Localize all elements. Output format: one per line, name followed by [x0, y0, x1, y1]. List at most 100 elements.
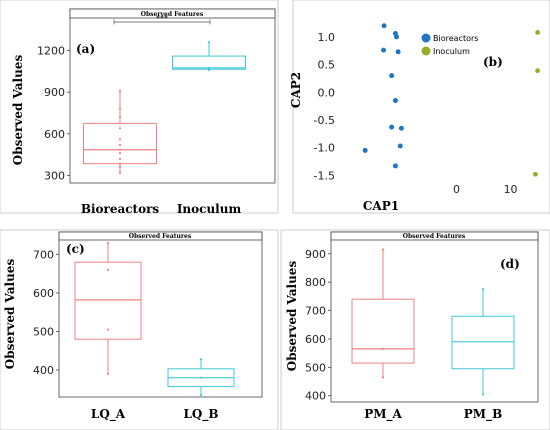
panel-a-1-point-2	[118, 162, 122, 165]
panel-c-label: (c)	[66, 242, 85, 256]
panel-b-ytick-label-0: 1.0	[318, 31, 336, 44]
panel-a-1-point-5	[118, 148, 122, 151]
panel-a-2-point-0	[207, 68, 211, 72]
panel-b-ytick-label-3: -0.5	[314, 114, 335, 127]
panel-c-ytick-label-2: 600	[33, 287, 54, 300]
panel-b-bioreactors-point-11	[392, 163, 398, 169]
panel-d-2-point-1	[481, 288, 485, 291]
panel-b-xtick-label-0: 0	[453, 183, 460, 196]
panel-b-bioreactors-point-6	[392, 98, 398, 104]
panel-b-y-title: CAP2	[289, 72, 303, 108]
panel-d-2-point-0	[481, 393, 485, 396]
panel-c-2-point-2	[199, 358, 203, 361]
panel-b-ytick-label-4: -1.0	[314, 142, 335, 155]
legend-marker-bioreactors	[421, 33, 431, 43]
panel-b-bioreactors-point-7	[389, 124, 395, 130]
panel-a-title: Observed Features	[141, 11, 204, 18]
panel-d-cat-2: PM_B	[464, 407, 502, 422]
panel-c-1-point-2	[106, 268, 110, 271]
legend-marker-inoculum	[421, 46, 431, 56]
panel-d-1-point-0	[381, 376, 385, 379]
panel-b-bioreactors-point-2	[394, 34, 400, 40]
panel-a-1-box	[83, 122, 157, 165]
panel-d-1-point-2	[381, 248, 385, 251]
panel-d-2-box	[451, 315, 515, 370]
panel-a-ytick-label-0: 300	[44, 169, 65, 182]
panel-b-outer-border	[292, 0, 550, 214]
panel-a-cat-2: Inoculum	[177, 202, 242, 216]
panel-b-inoculum-point-1	[535, 68, 540, 74]
panel-c-ytick-label-3: 700	[33, 248, 54, 261]
panel-c-cat-2: LQ_B	[183, 407, 218, 422]
panel-a-1-point-10	[118, 107, 122, 110]
panel-a-marks: 300 600 900 1200	[37, 41, 246, 182]
panel-d-marks: 400 500 600 700 800 900	[305, 248, 515, 403]
panel-d-ytick-label-4: 800	[305, 276, 326, 289]
panel-c-y-title: Observed Values	[3, 259, 17, 370]
panel-b-bioreactors-point-5	[389, 73, 395, 79]
panel-c-cat-1: LQ_A	[91, 407, 126, 422]
panel-c-2-point-1	[199, 376, 203, 379]
panel-c-ytick-label-0: 400	[33, 364, 54, 377]
panel-b-ytick-label-2: 0.0	[318, 86, 336, 99]
panel-d-ytick-label-2: 600	[305, 333, 326, 346]
panel-b-label: (b)	[483, 55, 503, 69]
panel-c: Observed Features (c) Observed Values LQ…	[0, 229, 279, 430]
panel-c-ytick-label-1: 500	[33, 325, 54, 338]
panel-a-1-point-7	[118, 138, 122, 141]
panel-c-1-point-1	[106, 328, 110, 331]
panel-a-1-point-6	[118, 143, 122, 147]
panel-b-inoculum-point-0	[535, 30, 540, 35]
panel-c-marks: 400 500 600 700	[33, 241, 235, 397]
panel-c-1-box	[74, 261, 142, 340]
panel-d-y-title: Observed Values	[285, 261, 299, 372]
panel-a-1-point-8	[118, 127, 122, 130]
panel-c-strip	[58, 231, 263, 241]
panel-a-1-point-11	[118, 89, 122, 92]
panel-b-xtick-label-1: 10	[504, 183, 518, 196]
panel-a-label: (a)	[76, 42, 95, 56]
panel-d-strip	[330, 231, 539, 241]
panel-b-legend: Bioreactors Inoculum	[421, 33, 478, 56]
panel-b-ytick-label-5: -1.5	[314, 169, 335, 182]
panel-b-ytick-label-1: 0.5	[318, 59, 336, 72]
panel-c-1-point-0	[106, 372, 110, 375]
panel-b-bioreactors-point-4	[395, 49, 401, 55]
panel-a-1-point-4	[118, 152, 122, 155]
panel-b-bioreactors-point-8	[398, 125, 404, 131]
panel-a-ytick-label-1: 600	[44, 128, 65, 141]
panel-d: Observed Features (d) Observed Values PM…	[280, 229, 550, 430]
legend-label-bioreactors: Bioreactors	[433, 34, 478, 43]
panel-a-ytick-label-2: 900	[44, 86, 65, 99]
panel-b-inoculum-point-2	[533, 171, 538, 177]
panel-b-marks: 1.0 0.5 0.0 -0.5 -1.0 -1.5 0 10	[314, 23, 540, 196]
panel-c-outer-border	[0, 229, 279, 430]
panel-b-bioreactors-point-3	[381, 47, 387, 53]
panel-a-1-point-9	[118, 116, 122, 119]
panel-d-ytick-label-0: 400	[305, 390, 326, 403]
panel-a-cat-1: Bioreactors	[81, 202, 160, 216]
panel-a-strip	[69, 8, 276, 19]
panel-b-x-title: CAP1	[363, 199, 399, 213]
panel-b-bioreactors-point-9	[397, 143, 403, 149]
panel-d-ytick-label-1: 500	[305, 361, 326, 374]
panel-a-sig-stars: ***	[156, 14, 168, 23]
panel-d-cat-1: PM_A	[364, 407, 402, 422]
panel-c-2-point-0	[199, 393, 203, 397]
panel-a-1-point-1	[118, 166, 122, 169]
panel-a-1-point-0	[118, 171, 122, 174]
panel-c-1-point-3	[106, 241, 110, 245]
panel-a-y-title: Observed Values	[11, 55, 25, 166]
panel-a: Observed Features (a) Observed Values Bi…	[0, 0, 279, 216]
panel-a-ytick-label-3: 1200	[37, 45, 65, 58]
legend-label-inoculum: Inoculum	[433, 47, 470, 56]
panel-d-outer-border	[280, 229, 550, 430]
panel-d-1-box	[351, 298, 415, 364]
panel-a-2-point-1	[207, 66, 211, 69]
panel-b: (b) CAP2 CAP1 Bioreactors Inoculum 1.0 0.…	[289, 0, 550, 214]
panel-d-title: Observed Features	[403, 233, 466, 240]
panel-c-title: Observed Features	[129, 233, 192, 240]
panel-d-ytick-label-3: 700	[305, 305, 326, 318]
panel-b-bioreactors-point-10	[362, 147, 368, 153]
